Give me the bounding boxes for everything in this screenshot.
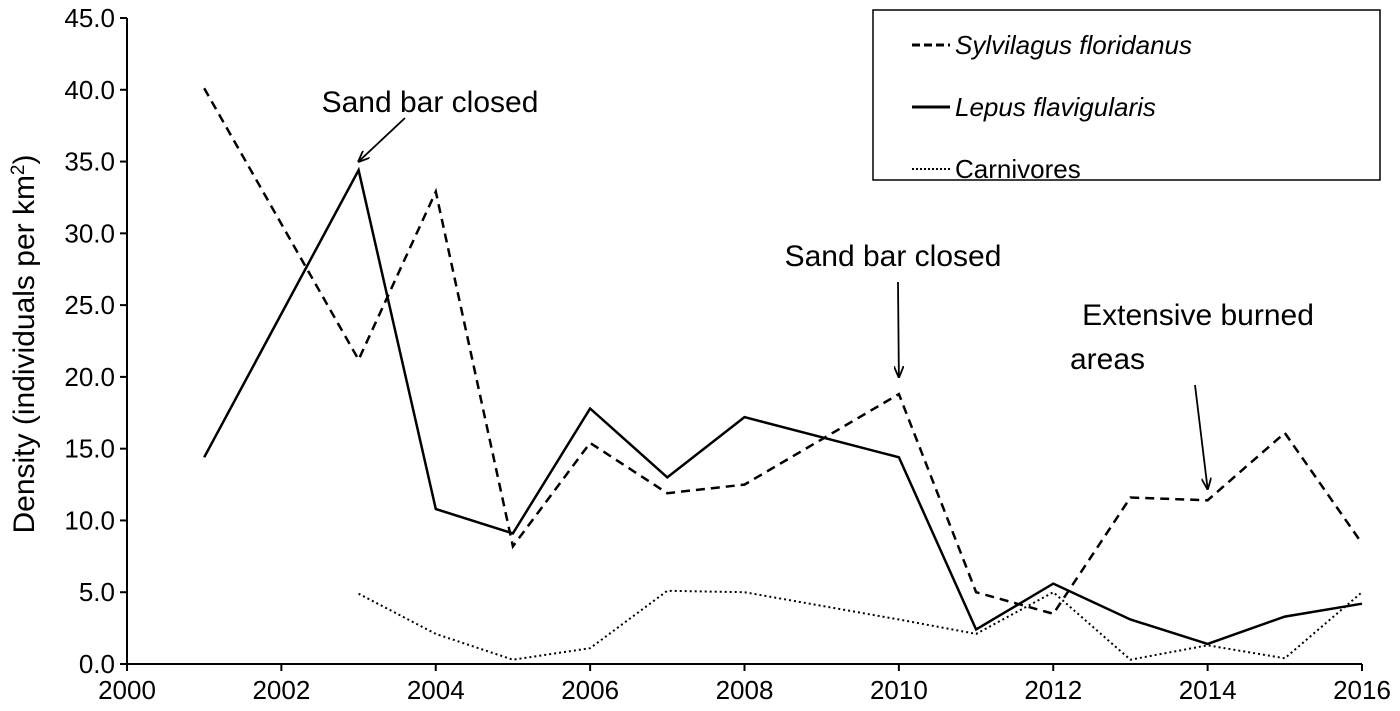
x-tick-label: 2012 — [1024, 675, 1082, 705]
legend-box — [872, 9, 1381, 181]
annotation-text: Sand bar closed — [322, 86, 539, 119]
axes: 2000 2002 2004 2006 2008 2010 2012 2014 2016 0.0… — [64, 3, 1391, 705]
y-tick-label: 25.0 — [64, 290, 115, 320]
y-tick-label: 30.0 — [64, 218, 115, 248]
series-line-sylvilagus-floridanus — [203, 87, 1364, 616]
annotation: Extensive burned areas — [1070, 299, 1314, 489]
series-line-carnivores — [358, 589, 1363, 661]
y-tick-label: 10.0 — [64, 505, 115, 535]
y-tick-label: 35.0 — [64, 147, 115, 177]
x-tick-label: 2010 — [870, 675, 928, 705]
annotation: Sand bar closed — [322, 86, 539, 162]
series-line-lepus-flavigularis — [203, 166, 1363, 646]
y-axis-title-close: ) — [8, 154, 41, 164]
annotation-text: Extensive burned — [1082, 299, 1314, 332]
legend-label-sylvilagus-floridanus: Sylvilagus floridanus — [955, 30, 1192, 60]
y-tick-label: 40.0 — [64, 75, 115, 105]
x-tick-label: 2014 — [1179, 675, 1237, 705]
y-axis-title-superscript: 2 — [8, 164, 29, 175]
y-ticks: 0.0 5.0 10.0 15.0 20.0 25.0 30.0 35.0 40.0 45.0 — [64, 3, 127, 679]
x-ticks: 2000 2002 2004 2006 2008 2010 2012 2014 2016 — [98, 664, 1391, 705]
y-axis-title: Density (individuals per km2) — [8, 154, 42, 533]
x-tick-label: 2008 — [716, 675, 774, 705]
y-axis-title-main: Density (individuals per km — [8, 175, 41, 533]
annotation-text: Sand bar closed — [785, 240, 1002, 273]
y-tick-label: 20.0 — [64, 362, 115, 392]
legend-label-carnivores: Carnivores — [955, 154, 1081, 184]
annotation-arrow — [1194, 384, 1208, 489]
legend: Sylvilagus floridanus Lepus flavigularis C… — [872, 9, 1381, 184]
annotation: Sand bar closed — [785, 240, 1002, 377]
annotation-arrow — [898, 281, 899, 377]
y-tick-label: 15.0 — [64, 434, 115, 464]
annotation-text: areas — [1070, 343, 1145, 376]
y-tick-label: 0.0 — [79, 649, 115, 679]
y-tick-label: 45.0 — [64, 3, 115, 33]
annotation-arrow — [359, 117, 406, 162]
annotations-layer: Sand bar closed Sand bar closed Extensive … — [322, 86, 1314, 489]
legend-label-lepus-flavigularis: Lepus flavigularis — [955, 92, 1156, 122]
x-tick-label: 2016 — [1333, 675, 1391, 705]
x-tick-label: 2002 — [252, 675, 310, 705]
y-tick-label: 5.0 — [79, 577, 115, 607]
x-tick-label: 2000 — [98, 675, 156, 705]
x-tick-label: 2006 — [561, 675, 619, 705]
x-tick-label: 2004 — [407, 675, 465, 705]
series-layer — [203, 87, 1364, 661]
